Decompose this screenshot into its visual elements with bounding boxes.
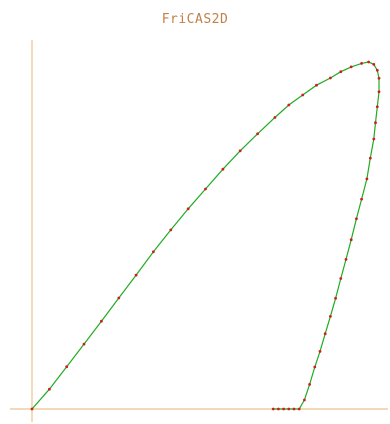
data-point [372, 137, 376, 141]
data-point [374, 121, 377, 125]
data-point [315, 83, 318, 87]
data-point [323, 332, 327, 336]
curve-line [31, 61, 380, 410]
data-point [82, 342, 86, 346]
data-point [297, 407, 301, 411]
data-point [287, 407, 291, 411]
data-point [134, 273, 138, 277]
data-point [287, 103, 291, 107]
data-point [377, 76, 381, 80]
data-point [313, 365, 317, 369]
data-point [329, 315, 332, 318]
data-point [30, 407, 34, 411]
data-point [152, 250, 155, 254]
data-point [308, 383, 311, 386]
data-point [186, 207, 190, 211]
data-point [303, 398, 306, 402]
chart-title: FriCAS2D [161, 12, 229, 27]
data-point [372, 63, 376, 66]
data-point [238, 149, 242, 153]
data-point [273, 116, 277, 119]
data-point [117, 296, 121, 300]
data-point [256, 132, 259, 136]
data-points [30, 60, 381, 411]
data-point [375, 105, 379, 109]
data-point [301, 93, 305, 97]
data-point [339, 277, 343, 280]
data-point [365, 177, 369, 181]
data-point [271, 407, 275, 411]
data-point [277, 407, 280, 411]
data-point [169, 228, 173, 232]
data-point [360, 197, 363, 201]
data-point [367, 60, 370, 64]
data-point [339, 70, 343, 74]
data-point [318, 350, 322, 353]
data-point [375, 68, 379, 72]
data-point [204, 187, 207, 191]
data-point [360, 62, 363, 65]
data-point [349, 238, 353, 242]
data-point [349, 65, 353, 69]
data-point [48, 387, 51, 391]
data-point [334, 296, 337, 300]
data-point [377, 90, 381, 94]
data-point [221, 167, 225, 171]
data-point [100, 319, 103, 323]
data-point [344, 258, 348, 261]
data-point [355, 217, 358, 221]
data-point [65, 365, 69, 369]
data-point [329, 76, 332, 80]
data-point [282, 407, 285, 411]
data-point [368, 156, 372, 160]
data-point [292, 407, 296, 411]
